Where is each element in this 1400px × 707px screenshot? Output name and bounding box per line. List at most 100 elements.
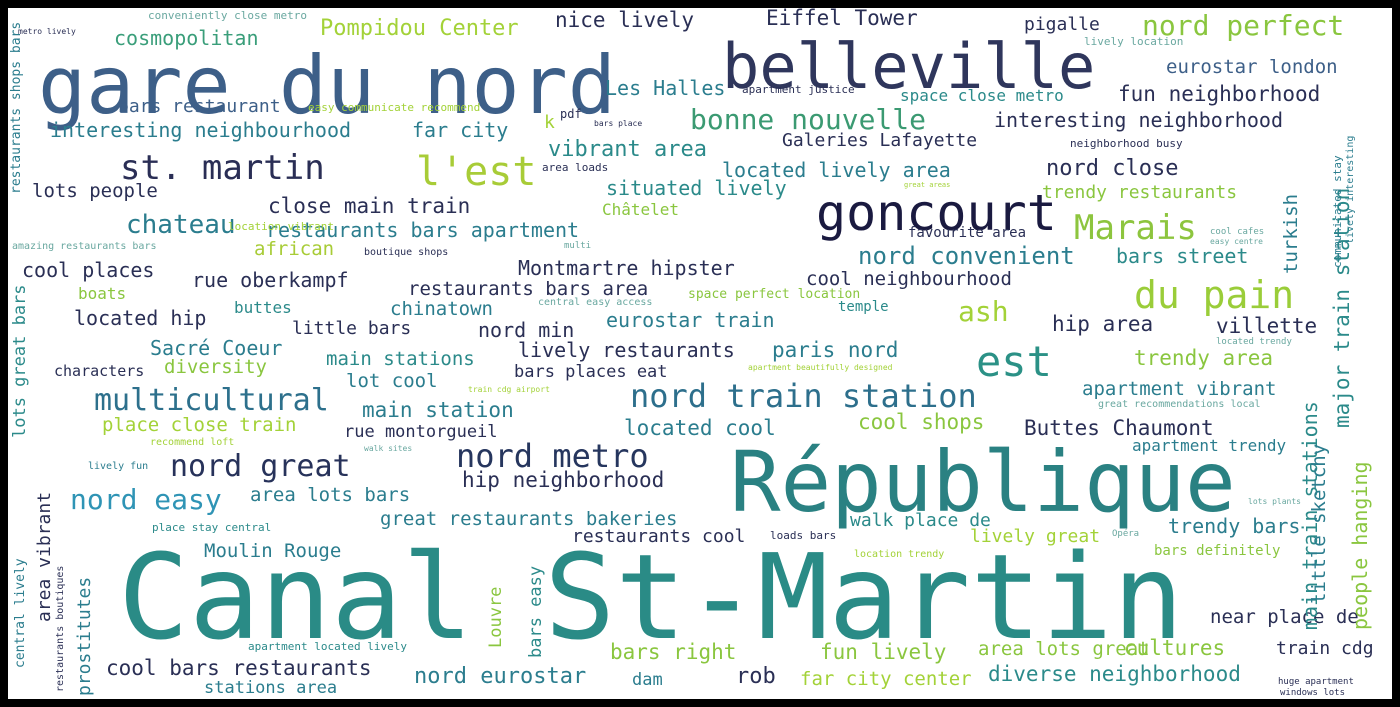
word: nice lively [555,8,695,32]
word: main stations [326,348,475,370]
word: Marais [1074,208,1197,248]
word: chateau [126,210,236,240]
word: near place de [1210,606,1359,628]
word: hip neighborhood [462,468,665,492]
word: nord train station [630,377,977,415]
word: great areas [904,181,951,189]
word: turkish [1280,193,1302,274]
word: bars place [594,119,643,128]
word: nord convenient [858,242,1075,270]
word: communicated stay [1331,155,1344,268]
word: Canal St-Martin [118,528,1184,666]
word: main station [362,398,514,422]
word: bonne nouvelle [690,103,927,136]
word: diversity [164,356,267,378]
word: characters [54,362,145,380]
word: Moulin Rouge [204,540,342,562]
word: apartment beautifully designed [748,363,893,372]
word: eurostar london [1166,56,1338,78]
word: trendy bars [1168,514,1301,538]
word: situated lively [606,176,787,200]
word: apartment vibrant [1082,378,1277,400]
word: far city [412,118,509,142]
word: cosmopolitan [114,26,259,50]
word: lively interesting [1345,135,1356,244]
word: great recommendations local [1098,399,1261,410]
word: k [544,112,555,133]
word: temple [838,299,889,315]
word: people hanging [1348,461,1372,630]
word: fun lively [820,640,947,664]
word: lots plants [1248,497,1301,506]
word: apartment justice [742,83,855,96]
word: Pompidou Center [320,16,519,41]
word: place stay central [152,521,272,534]
word-cloud: Canal St-Martin République gare du nord … [8,8,1392,699]
word: african [254,238,335,260]
word: located cool [624,416,776,440]
word: cool places [22,258,155,282]
word: trendy restaurants [1042,182,1238,203]
word: far city center [800,668,972,690]
word: walk sites [364,444,413,453]
word: chinatown [390,298,493,320]
word: interesting neighborhood [994,108,1283,132]
word: bars right [610,640,737,664]
word: lively location [1084,35,1184,48]
word: stations area [204,678,338,698]
word: goncourt [816,184,1057,242]
word: trendy area [1134,346,1274,370]
word: huge apartment [1278,677,1354,687]
word: easy centre [1210,237,1263,246]
word: lively fun [88,461,149,472]
word: vibrant area [548,137,707,162]
word: multicultural [94,383,329,418]
word: Louvre [486,586,506,648]
word: villette [1216,314,1318,338]
word: Montmartre hipster [518,256,735,280]
word: favourite area [908,225,1027,241]
word: lively great [970,526,1101,547]
word: lively restaurants [518,338,735,362]
word: restaurants bars area [408,278,649,300]
word: central lively [13,558,28,668]
word: buttes [234,298,292,317]
word: nord easy [70,483,222,516]
word: close main train [268,194,471,218]
word: pdf [560,107,582,121]
word: bars easy [526,565,546,658]
word: nord eurostar [414,664,587,689]
word: gare du nord [38,39,616,132]
word: pigalle [1024,14,1100,35]
word: st. martin [120,148,325,188]
word: belleville [722,30,1096,103]
word: interesting neighbourhood [50,118,352,142]
word: nord great [170,449,351,484]
word: apartment located lively [248,640,407,653]
word: space close metro [900,86,1064,105]
word: boutique shops [364,247,449,258]
word: restaurants bars apartment [266,218,580,242]
word: cool shops [858,410,985,434]
word: restaurants cool [572,526,746,547]
word: l'est [416,149,537,195]
word: train cdg [1276,638,1374,659]
word: lot cool [346,370,438,392]
word: rue montorgueil [344,422,498,442]
word: Galeries Lafayette [782,130,978,151]
word: paris nord [772,338,899,362]
word: metro lively [18,27,76,36]
word: du pain [1134,273,1295,317]
word: space perfect location [688,287,861,302]
word: located lively area [722,158,951,182]
word: bars street [1116,244,1249,268]
word: neighborhood busy [1070,137,1183,150]
word: multi [564,241,592,251]
word: diverse neighborhood [988,662,1241,686]
word: Opéra [1112,529,1140,539]
word: little sketchy [1308,443,1330,604]
word: hip area [1052,312,1154,336]
word: rue oberkampf [192,268,349,292]
word: area vibrant [34,491,55,622]
word: cool cafes [1210,227,1265,237]
